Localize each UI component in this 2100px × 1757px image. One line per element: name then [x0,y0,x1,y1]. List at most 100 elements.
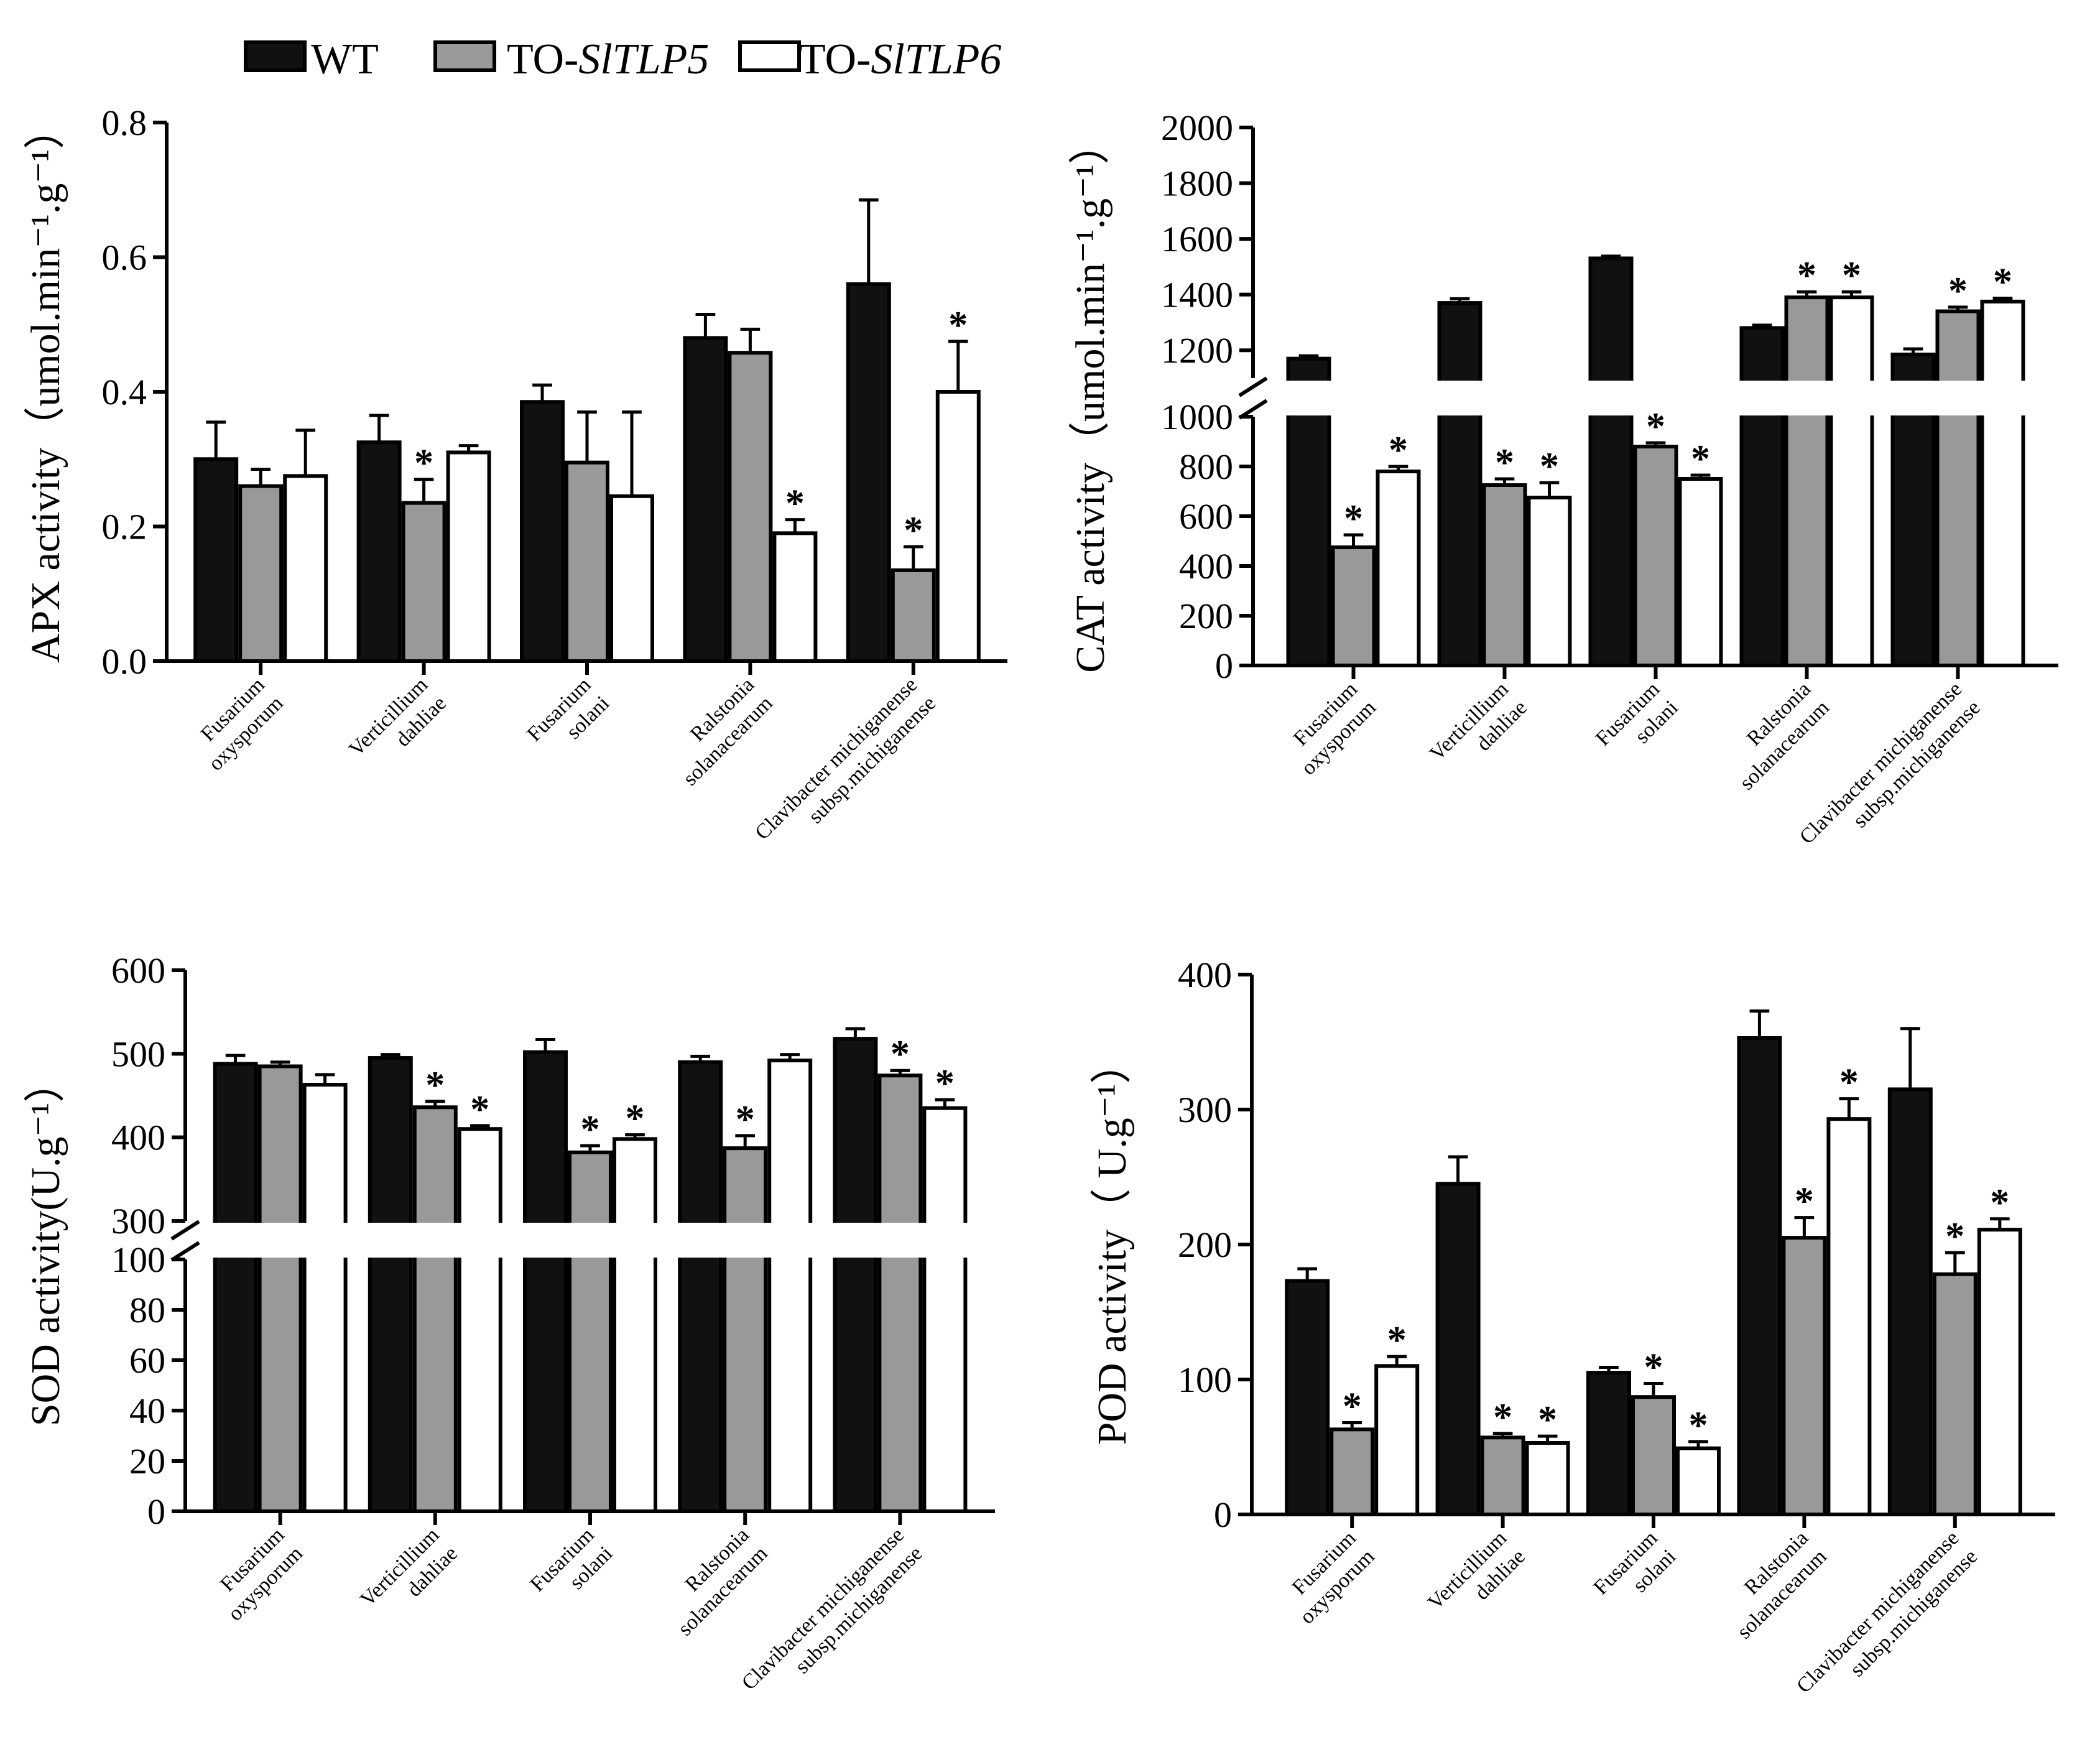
x-category-label: Clavibacter michiganensesubsp.michiganen… [738,1523,927,1713]
bar-sod-0-3 [678,1060,723,1514]
bar-cat-1-2 [1633,445,1678,667]
y-tick-label: 400 [1178,955,1232,995]
bar-apx-2-4 [935,390,981,663]
significance-star: * [1990,1182,2009,1224]
bar-apx-0-4 [846,282,891,663]
y-tick-label: 0.0 [102,641,147,682]
y-tick-label: 1000 [1161,397,1233,437]
bar-break-gap [677,1223,724,1258]
bar-break-gap [1587,381,1635,415]
x-category-label: Fusariumsolani [523,673,614,764]
bar-pod-0-3 [1737,1036,1782,1516]
y-tick-label: 1600 [1161,219,1233,259]
x-category-label: Clavibacter michiganensesubsp.michiganen… [751,673,940,863]
bar-pod-2-0 [1374,1364,1420,1517]
bar-pod-0-4 [1887,1087,1933,1516]
significance-star: * [1644,1347,1663,1389]
bar-apx-0-1 [356,440,402,663]
y-tick-label: 300 [111,1201,165,1241]
y-tick-label: 0.4 [102,372,147,412]
bar-break-gap [522,1223,569,1258]
significance-star: * [1344,498,1363,540]
bar-pod-0-1 [1435,1182,1481,1516]
significance-star: * [1795,1180,1814,1223]
bar-break-gap [211,1223,259,1258]
y-tick-label: 400 [111,1118,165,1158]
bar-pod-2-3 [1826,1117,1872,1516]
bar-cat-0-1 [1437,301,1482,668]
bar-sod-1-4 [877,1073,923,1513]
bar-cat-2-3 [1829,295,1874,667]
bar-break-gap [1738,381,1786,415]
significance-star: * [1389,429,1408,471]
y-tick-label: 60 [129,1340,165,1381]
x-category-label: Ralstoniasolanacearum [1714,1526,1831,1643]
bar-break-gap [1285,381,1333,415]
bar-break-gap [256,1223,304,1258]
bar-cat-0-3 [1739,326,1785,667]
significance-star: * [1993,261,2012,303]
x-category-label: Fusariumsolani [1591,677,1683,769]
bar-cat-2-2 [1678,477,1723,667]
legend-label-1: TO-SlTLP5 [507,35,709,83]
apx-chart: 0.0 0.2 0.4 0.6 0.8 APX activity（umol.min⁻¹.g… [23,103,1007,863]
legend-swatch-1 [433,40,496,72]
significance-star: * [1493,1396,1512,1439]
significance-star: * [1646,406,1665,448]
bar-sod-1-2 [568,1150,613,1513]
bar-sod-0-0 [213,1062,258,1514]
y-tick-label: 1800 [1161,164,1233,204]
significance-star: * [1689,1404,1708,1447]
bar-break-gap [766,1223,814,1258]
y-tick-label: 800 [1179,447,1233,487]
bar-apx-2-2 [609,494,654,663]
y-tick-label: 0 [147,1491,165,1532]
significance-star: * [414,442,433,484]
axis-break-mark [170,1220,200,1241]
significance-star: * [1945,1215,1964,1258]
bar-break-gap [1436,381,1484,415]
pod-chart: 0 100 200 300 400 POD activity（ U.g⁻¹） * * Fusar… [1089,955,2055,1698]
x-category-label: Fusariumoxysporum [205,1523,307,1625]
y-tick-label: 1400 [1161,275,1233,315]
cat-chart: 0 200 400 600 800 1000 1200 1400 1600 1800 2000 CAT… [1068,108,2058,849]
y-tick-label: 300 [1178,1090,1232,1130]
legend-label-2: TO-SlTLP6 [799,35,1001,83]
bar-pod-0-0 [1285,1279,1330,1517]
bar-apx-1-4 [890,568,936,663]
bar-apx-1-1 [401,501,446,663]
significance-star: * [1842,254,1861,297]
significance-star: * [1538,1399,1557,1441]
y-tick-label: 600 [1179,496,1233,537]
y-tick-label: 100 [111,1240,165,1280]
significance-star: * [470,1088,489,1131]
bar-break-gap [1828,381,1876,415]
significance-star: * [1948,270,1968,312]
bar-apx-0-3 [683,336,728,663]
y-axis-label: SOD activity(U.g⁻¹） [23,1062,68,1426]
bar-break-gap [611,1223,659,1258]
bar-pod-1-3 [1782,1236,1827,1517]
significance-star: * [626,1098,645,1140]
y-tick-label: 0.8 [102,103,147,143]
x-category-label: Fusariumoxysporum [1277,1526,1379,1628]
y-tick-label: 1200 [1161,330,1233,371]
bar-break-gap [567,1223,614,1258]
significance-star: * [1691,438,1710,480]
y-tick-label: 100 [1178,1360,1232,1400]
y-tick-label: 400 [1179,546,1233,586]
y-tick-label: 0.6 [102,238,147,278]
bar-pod-0-2 [1586,1371,1631,1516]
bar-break-gap [411,1223,459,1258]
significance-star: * [1343,1385,1362,1427]
x-category-label: Fusariumsolani [526,1523,618,1615]
x-category-label: Fusariumsolani [1589,1526,1681,1618]
bar-break-gap [1889,381,1937,415]
bar-apx-2-0 [283,474,328,663]
significance-star: * [1387,1319,1407,1361]
x-category-label: Verticilliumdahliae [345,673,451,779]
bar-break-gap [876,1223,924,1258]
bar-apx-1-3 [728,351,773,664]
axis-break-mark [170,1241,200,1262]
